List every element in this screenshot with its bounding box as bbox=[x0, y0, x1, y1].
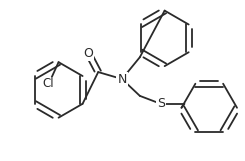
Text: Cl: Cl bbox=[43, 77, 54, 90]
Text: S: S bbox=[157, 97, 165, 110]
Text: N: N bbox=[117, 72, 127, 85]
Text: O: O bbox=[83, 47, 93, 60]
